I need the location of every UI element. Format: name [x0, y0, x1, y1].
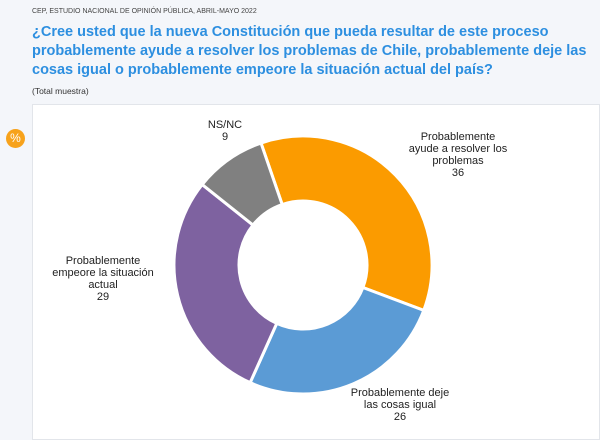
source-note: CEP, ESTUDIO NACIONAL DE OPINIÓN PÚBLICA… — [32, 8, 257, 15]
donut-slice — [200, 141, 285, 228]
donut-slice — [259, 134, 434, 313]
donut-slice — [248, 285, 426, 396]
chart-title: ¿Cree usted que la nueva Constitución qu… — [32, 24, 587, 78]
slice-label: NS/NC 9 — [208, 119, 242, 143]
slice-label: Probablemente deje las cosas igual 26 — [351, 387, 449, 423]
slice-label: Probablemente ayude a resolver los problem… — [409, 131, 508, 179]
donut-slice — [172, 182, 279, 385]
chart-subtitle: (Total muestra) — [32, 86, 89, 96]
slice-label: Probablemente empeore la situación actual 2… — [52, 255, 154, 303]
percent-icon: % — [6, 129, 25, 148]
